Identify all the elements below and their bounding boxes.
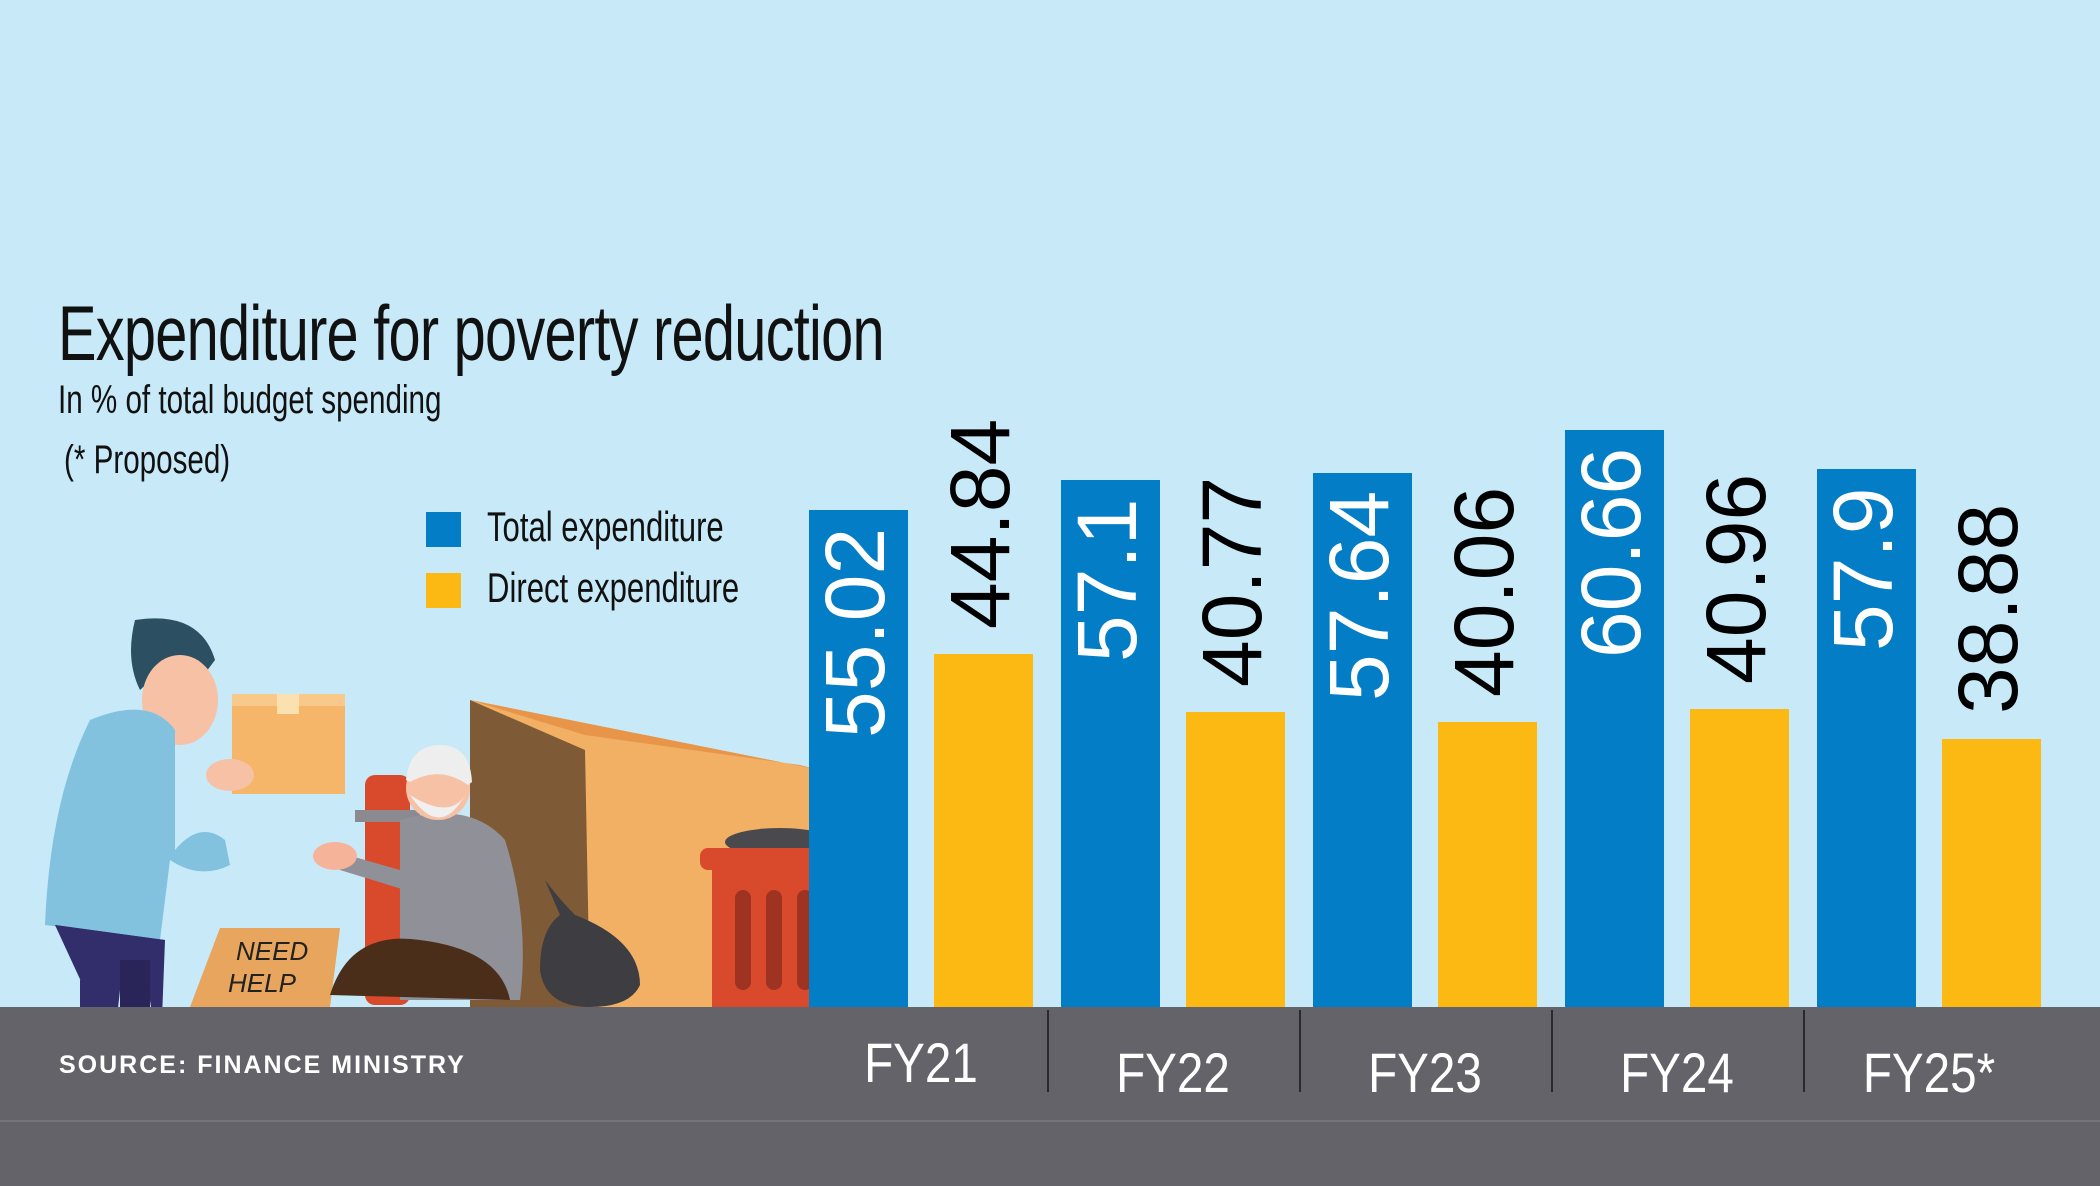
legend-label-total: Total expenditure bbox=[487, 503, 724, 550]
box-illustration bbox=[206, 694, 345, 794]
seated-man-illustration bbox=[313, 745, 523, 1000]
bar-direct-FY22 bbox=[1186, 712, 1285, 1007]
sign-text-need: NEED bbox=[236, 936, 308, 966]
x-tick-label: FY24 bbox=[1620, 1041, 1734, 1104]
x-tick-label: FY23 bbox=[1368, 1041, 1482, 1104]
x-axis-separator bbox=[1551, 1010, 1553, 1092]
bar-direct-FY21 bbox=[934, 654, 1033, 1007]
sign-illustration: NEED HELP bbox=[190, 928, 340, 1007]
value-label-total-FY23: 57.64 bbox=[1312, 490, 1406, 701]
bar-total-FY23 bbox=[1313, 472, 1412, 1007]
value-label-direct-FY21: 44.84 bbox=[933, 419, 1027, 630]
legend-label-direct: Direct expenditure bbox=[487, 564, 740, 611]
chart-title: Expenditure for poverty reduction bbox=[58, 289, 885, 377]
x-tick-label: FY22 bbox=[1116, 1041, 1230, 1104]
value-label-total-FY22: 57.1 bbox=[1060, 498, 1154, 663]
bar-direct-FY23 bbox=[1438, 722, 1537, 1007]
legend-swatch-total bbox=[426, 512, 461, 547]
x-tick-label: FY25* bbox=[1862, 1041, 1996, 1104]
value-label-direct-FY24: 40.96 bbox=[1689, 474, 1783, 685]
bar-total-FY24 bbox=[1565, 429, 1664, 1007]
footer-divider bbox=[0, 1120, 2100, 1122]
value-label-direct-FY23: 40.06 bbox=[1437, 486, 1531, 698]
poverty-illustration: NEED HELP bbox=[45, 618, 848, 1010]
value-label-total-FY24: 60.66 bbox=[1564, 447, 1658, 658]
chart-subtitle: In % of total budget spending bbox=[58, 378, 442, 422]
value-label-direct-FY25: 38.88 bbox=[1941, 503, 2035, 714]
value-label-total-FY21: 55.02 bbox=[808, 527, 902, 738]
bar-total-FY25 bbox=[1817, 468, 1916, 1007]
value-label-direct-FY22: 40.77 bbox=[1185, 476, 1279, 688]
value-label-total-FY25: 57.9 bbox=[1816, 487, 1910, 651]
source-text: SOURCE: FINANCE MINISTRY bbox=[59, 1051, 466, 1079]
proposed-note: (* Proposed) bbox=[64, 438, 231, 482]
sign-text-help: HELP bbox=[228, 968, 297, 998]
bar-direct-FY24 bbox=[1690, 709, 1789, 1007]
x-tick-label: FY21 bbox=[864, 1031, 978, 1094]
footer-band bbox=[0, 1007, 2100, 1186]
x-axis-separator bbox=[1803, 1010, 1805, 1092]
x-axis-separator bbox=[1299, 1010, 1301, 1092]
bar-direct-FY25 bbox=[1942, 738, 2041, 1007]
legend-swatch-direct bbox=[426, 573, 461, 608]
garbage-bag-illustration bbox=[540, 880, 640, 1007]
x-axis-separator bbox=[1047, 1010, 1049, 1092]
bar-total-FY22 bbox=[1061, 480, 1160, 1007]
standing-man-illustration bbox=[45, 618, 230, 1010]
bar-total-FY21 bbox=[809, 509, 908, 1007]
